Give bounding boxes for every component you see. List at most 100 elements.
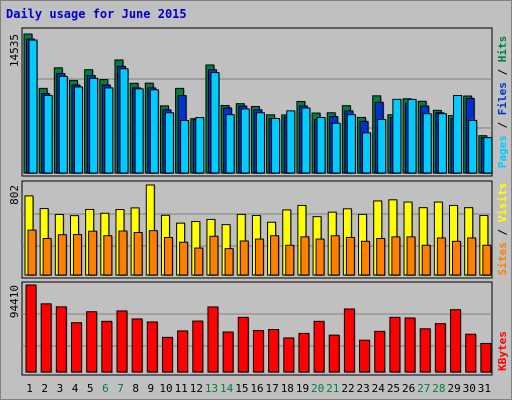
legend-chart-panel-visits-sites: Sites / Visits xyxy=(496,183,509,276)
sites-bar-day-21 xyxy=(330,235,340,276)
kbytes-bar-day-31 xyxy=(480,342,492,373)
sites-bar-day-14 xyxy=(224,248,234,276)
sites-bar-day-7 xyxy=(118,230,128,276)
x-tick-label-27: 27 xyxy=(417,382,430,395)
pages-bar-day-11 xyxy=(180,119,190,174)
x-tick-label-29: 29 xyxy=(447,382,460,395)
pages-bar-day-8 xyxy=(134,88,144,174)
pages-bar-day-4 xyxy=(73,86,83,174)
x-tick-label-12: 12 xyxy=(190,382,203,395)
pages-bar-day-16 xyxy=(255,112,265,174)
chart-title: Daily usage for June 2015 xyxy=(6,7,187,21)
pages-bar-day-27 xyxy=(422,113,432,174)
sites-bar-day-26 xyxy=(406,236,416,276)
pages-bar-day-5 xyxy=(89,77,99,174)
kbytes-bar-day-16 xyxy=(252,330,264,373)
pages-bar-day-13 xyxy=(210,72,220,174)
pages-bar-day-25 xyxy=(392,98,402,174)
x-tick-label-14: 14 xyxy=(220,382,234,395)
x-tick-label-9: 9 xyxy=(148,382,155,395)
sites-bar-day-22 xyxy=(345,236,355,276)
pages-bar-day-9 xyxy=(149,89,159,174)
x-tick-label-18: 18 xyxy=(281,382,294,395)
kbytes-bar-day-21 xyxy=(328,334,340,373)
x-tick-label-1: 1 xyxy=(26,382,33,395)
pages-bar-day-23 xyxy=(362,132,372,174)
x-tick-label-15: 15 xyxy=(235,382,248,395)
pages-bar-day-29 xyxy=(453,95,463,174)
x-tick-label-11: 11 xyxy=(175,382,188,395)
x-tick-label-21: 21 xyxy=(326,382,339,395)
x-tick-label-2: 2 xyxy=(41,382,48,395)
x-tick-label-4: 4 xyxy=(72,382,79,395)
kbytes-bar-day-11 xyxy=(177,330,189,373)
sites-bar-day-3 xyxy=(57,234,67,276)
kbytes-bar-day-13 xyxy=(207,306,219,373)
sites-bar-day-23 xyxy=(361,240,371,276)
sites-bar-day-19 xyxy=(300,236,310,276)
legend-item-kbytes: KBytes xyxy=(496,331,509,371)
pages-bar-day-28 xyxy=(437,113,447,174)
legend-chart-panel-pages-files-hits: Pages / Files / Hits xyxy=(496,36,509,169)
x-tick-label-23: 23 xyxy=(357,382,370,395)
kbytes-bar-day-4 xyxy=(70,322,82,373)
kbytes-bar-day-7 xyxy=(116,310,128,373)
kbytes-bar-day-22 xyxy=(343,308,355,373)
sites-bar-day-18 xyxy=(285,244,295,276)
legend-item-hits: Hits xyxy=(496,36,509,63)
kbytes-bar-day-17 xyxy=(268,329,280,373)
kbytes-bar-day-12 xyxy=(192,320,204,373)
x-tick-label-10: 10 xyxy=(159,382,172,395)
legend-item-pages: Pages xyxy=(496,135,509,168)
kbytes-bar-day-1 xyxy=(25,284,37,373)
pages-bar-day-30 xyxy=(468,119,478,174)
pages-bar-day-12 xyxy=(195,117,205,174)
x-tick-label-13: 13 xyxy=(205,382,218,395)
kbytes-bar-day-10 xyxy=(161,336,173,373)
legend-separator: / xyxy=(496,115,509,135)
kbytes-bar-day-25 xyxy=(389,316,401,373)
pages-bar-day-7 xyxy=(119,68,129,174)
sites-bar-day-8 xyxy=(133,231,143,276)
x-tick-label-22: 22 xyxy=(341,382,354,395)
pages-bar-day-3 xyxy=(58,75,68,174)
y-axis-max-label: 94410 xyxy=(8,285,21,318)
pages-bar-day-26 xyxy=(407,98,417,174)
pages-bar-day-14 xyxy=(225,114,235,174)
pages-bar-day-19 xyxy=(301,107,311,174)
sites-bar-day-24 xyxy=(376,238,386,276)
x-tick-label-7: 7 xyxy=(117,382,124,395)
kbytes-bar-day-15 xyxy=(237,316,249,373)
pages-bar-day-6 xyxy=(104,87,114,174)
legend-separator: / xyxy=(496,62,509,82)
kbytes-bar-day-5 xyxy=(86,311,98,373)
x-tick-label-25: 25 xyxy=(387,382,400,395)
kbytes-bar-day-29 xyxy=(450,309,462,373)
x-tick-label-20: 20 xyxy=(311,382,324,395)
kbytes-bar-day-19 xyxy=(298,332,310,373)
legend-item-visits: Visits xyxy=(496,183,509,223)
kbytes-bar-day-2 xyxy=(40,303,52,373)
pages-bar-day-18 xyxy=(286,110,296,174)
sites-bar-day-20 xyxy=(315,238,325,276)
x-tick-label-3: 3 xyxy=(57,382,64,395)
kbytes-bar-day-8 xyxy=(131,318,143,373)
x-tick-label-24: 24 xyxy=(372,382,386,395)
kbytes-bar-day-27 xyxy=(419,328,431,373)
legend-item-sites: Sites xyxy=(496,242,509,275)
kbytes-bar-day-26 xyxy=(404,317,416,373)
x-tick-label-8: 8 xyxy=(132,382,139,395)
pages-bar-day-20 xyxy=(316,117,326,174)
pages-bar-day-15 xyxy=(240,108,250,174)
kbytes-bar-day-18 xyxy=(283,337,295,373)
pages-bar-day-17 xyxy=(271,117,281,174)
x-tick-label-6: 6 xyxy=(102,382,109,395)
pages-bar-day-24 xyxy=(377,118,387,174)
pages-bar-day-31 xyxy=(483,137,493,174)
sites-bar-day-28 xyxy=(436,237,446,276)
x-tick-label-5: 5 xyxy=(87,382,94,395)
sites-bar-day-6 xyxy=(103,235,113,276)
sites-bar-day-17 xyxy=(270,235,280,276)
sites-bar-day-11 xyxy=(179,241,189,276)
